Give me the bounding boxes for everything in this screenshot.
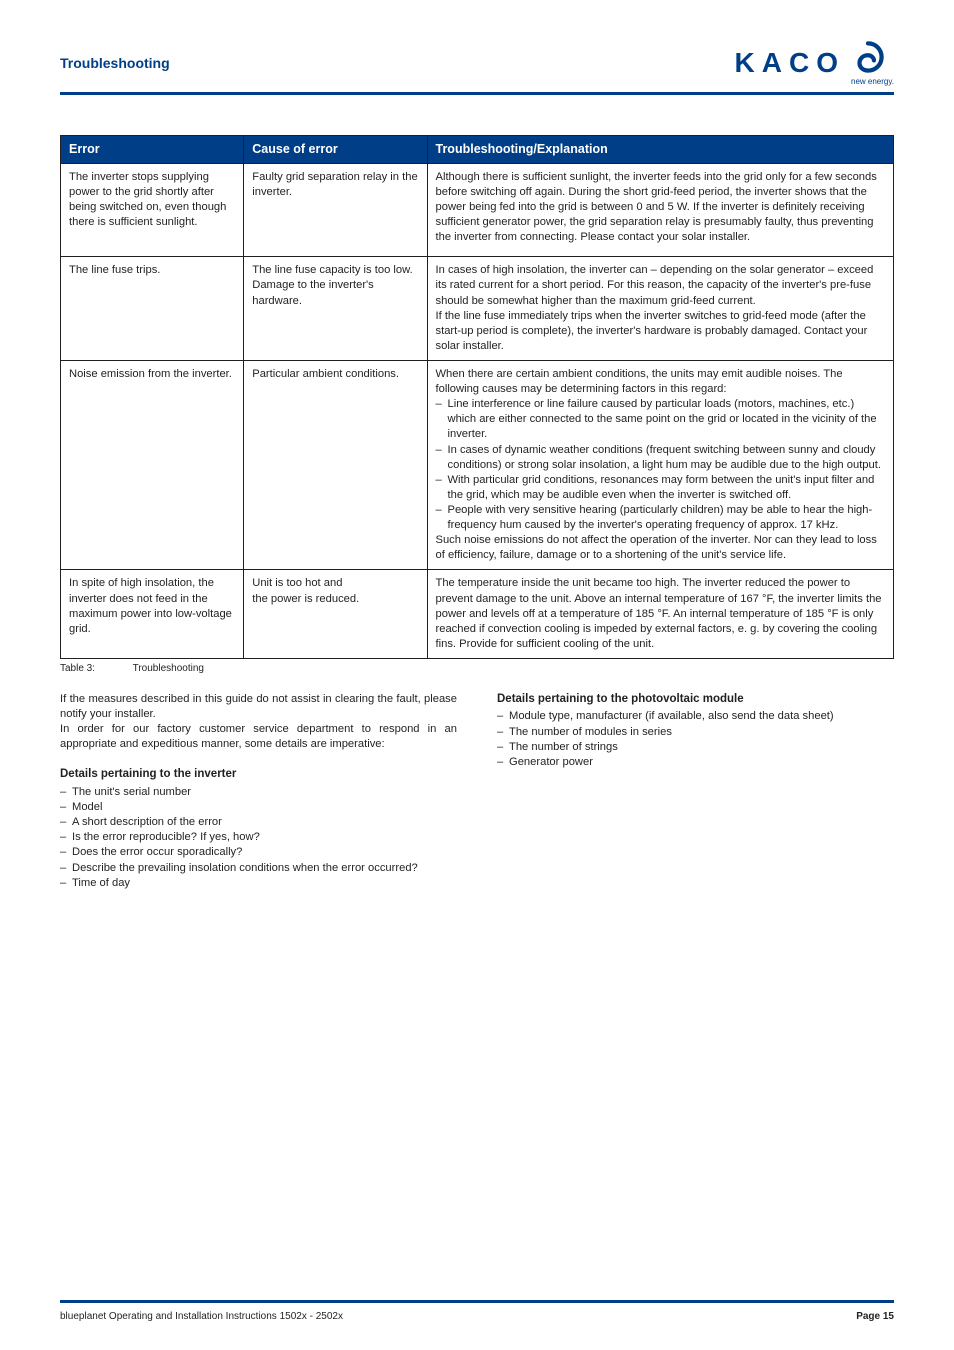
list-item: Time of day	[60, 876, 457, 891]
list-item: Describe the prevailing insolation condi…	[60, 861, 457, 876]
th-cause: Cause of error	[244, 136, 427, 164]
caption-text: Troubleshooting	[133, 663, 204, 674]
trouble-list: Line interference or line failure caused…	[436, 397, 886, 533]
th-trouble: Troubleshooting/Explanation	[427, 136, 894, 164]
intro-para-1: If the measures described in this guide …	[60, 692, 457, 722]
list-item: Model	[60, 800, 457, 815]
brand-logo: KACO new energy.	[735, 40, 894, 86]
list-item: Line interference or line failure caused…	[436, 397, 886, 442]
cell-error: Noise emission from the inverter.	[61, 360, 244, 569]
footer-rule	[60, 1300, 894, 1303]
details-columns: If the measures described in this guide …	[60, 692, 894, 891]
inverter-details-list: The unit's serial numberModelA short des…	[60, 785, 457, 891]
table-row: The inverter stops supplying power to th…	[61, 163, 894, 256]
caption-label: Table 3:	[60, 663, 130, 674]
trouble-pre: When there are certain ambient condition…	[436, 367, 886, 397]
list-item: Generator power	[497, 755, 894, 770]
trouble-post: Such noise emissions do not affect the o…	[436, 533, 886, 563]
footer-left: blueplanet Operating and Installation In…	[60, 1311, 343, 1322]
left-column: If the measures described in this guide …	[60, 692, 457, 891]
cell-error: The inverter stops supplying power to th…	[61, 163, 244, 256]
section-title: Troubleshooting	[60, 55, 170, 71]
logo-text: KACO	[735, 47, 845, 79]
list-item: The number of modules in series	[497, 725, 894, 740]
footer-line: blueplanet Operating and Installation In…	[60, 1311, 894, 1322]
pv-details-heading: Details pertaining to the photovoltaic m…	[497, 692, 894, 708]
cell-cause: Particular ambient conditions.	[244, 360, 427, 569]
cell-cause: Faulty grid separation relay in the inve…	[244, 163, 427, 256]
list-item: Is the error reproducible? If yes, how?	[60, 830, 457, 845]
list-item: With particular grid conditions, resonan…	[436, 473, 886, 503]
table-row: The line fuse trips.The line fuse capaci…	[61, 257, 894, 361]
pv-details-list: Module type, manufacturer (if available,…	[497, 709, 894, 769]
footer-page-number: 15	[883, 1311, 894, 1322]
cell-trouble: In cases of high insolation, the inverte…	[427, 257, 894, 361]
logo-text-block: KACO	[735, 47, 845, 79]
inverter-details-heading: Details pertaining to the inverter	[60, 767, 457, 783]
list-item: People with very sensitive hearing (part…	[436, 503, 886, 533]
page-footer: blueplanet Operating and Installation In…	[60, 1300, 894, 1322]
list-item: Module type, manufacturer (if available,…	[497, 709, 894, 724]
table-row: Noise emission from the inverter.Particu…	[61, 360, 894, 569]
swirl-icon	[851, 40, 885, 74]
troubleshooting-table: Error Cause of error Troubleshooting/Exp…	[60, 135, 894, 659]
table-body: The inverter stops supplying power to th…	[61, 163, 894, 658]
cell-cause: Unit is too hot and the power is reduced…	[244, 570, 427, 659]
list-item: In cases of dynamic weather conditions (…	[436, 443, 886, 473]
th-error: Error	[61, 136, 244, 164]
footer-page-label: Page	[856, 1311, 880, 1322]
list-item: The number of strings	[497, 740, 894, 755]
logo-subtitle: new energy.	[851, 77, 894, 86]
cell-error: In spite of high insolation, the inverte…	[61, 570, 244, 659]
intro-para-2: In order for our factory customer servic…	[60, 722, 457, 752]
page-header: Troubleshooting KACO new energy.	[60, 40, 894, 86]
list-item: Does the error occur sporadically?	[60, 845, 457, 860]
cell-trouble: When there are certain ambient condition…	[427, 360, 894, 569]
list-item: The unit's serial number	[60, 785, 457, 800]
footer-right: Page 15	[856, 1311, 894, 1322]
table-header-row: Error Cause of error Troubleshooting/Exp…	[61, 136, 894, 164]
table-row: In spite of high insolation, the inverte…	[61, 570, 894, 659]
table-caption: Table 3: Troubleshooting	[60, 663, 894, 674]
list-item: A short description of the error	[60, 815, 457, 830]
right-column: Details pertaining to the photovoltaic m…	[497, 692, 894, 891]
cell-trouble: Although there is sufficient sunlight, t…	[427, 163, 894, 256]
cell-trouble: The temperature inside the unit became t…	[427, 570, 894, 659]
header-rule	[60, 92, 894, 95]
logo-swirl-block: new energy.	[851, 40, 894, 86]
cell-cause: The line fuse capacity is too low. Damag…	[244, 257, 427, 361]
cell-error: The line fuse trips.	[61, 257, 244, 361]
